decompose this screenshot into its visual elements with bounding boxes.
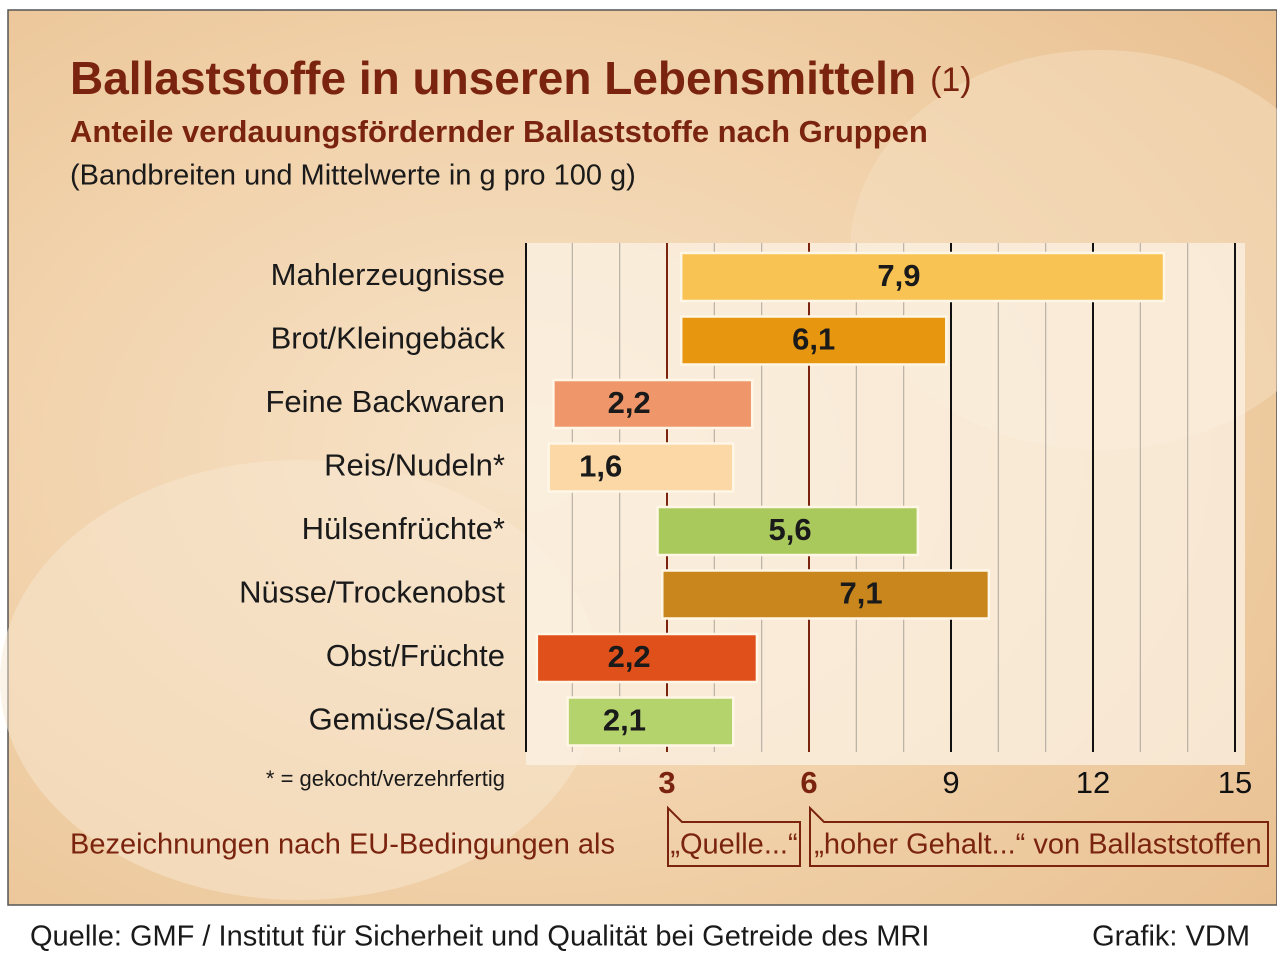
value-label: 1,6: [579, 449, 622, 484]
subtitle: Anteile verdauungsfördernder Ballaststof…: [70, 114, 928, 149]
credit: Grafik: VDM: [1092, 921, 1250, 953]
range-bar: [535, 632, 759, 684]
eu-source-label: „Quelle...“: [670, 829, 797, 861]
value-label: 2,1: [603, 703, 646, 738]
value-label: 6,1: [792, 322, 835, 357]
category-label: Hülsenfrüchte*: [302, 511, 505, 546]
value-label: 7,9: [877, 258, 920, 293]
category-label: Feine Backwaren: [265, 384, 505, 419]
x-tick-label: 3: [658, 765, 675, 800]
value-label: 7,1: [840, 576, 883, 611]
range-bar: [552, 378, 754, 430]
category-label: Obst/Früchte: [326, 638, 505, 673]
value-label: 2,2: [608, 385, 651, 420]
range-bar: [679, 251, 1166, 303]
range-bar: [679, 315, 948, 366]
eu-high-label: „hoher Gehalt...“ von Ballaststoffen: [814, 829, 1262, 861]
value-label: 2,2: [608, 639, 651, 674]
unit-note: (Bandbreiten und Mittelwerte in g pro 10…: [70, 160, 636, 192]
category-label: Mahlerzeugnisse: [271, 257, 505, 292]
eu-bracket: [809, 805, 1269, 867]
title-note: (1): [930, 61, 972, 99]
x-tick-label: 6: [800, 765, 817, 800]
x-tick-label: 9: [942, 765, 959, 800]
eu-label: Bezeichnungen nach EU-Bedingungen als: [70, 829, 615, 861]
eu-bracket: [667, 805, 801, 867]
value-label: 5,6: [769, 512, 812, 547]
deco: [0, 460, 600, 900]
source: Quelle: GMF / Institut für Sicherheit un…: [30, 921, 929, 953]
range-bar: [566, 696, 735, 747]
category-label: Reis/Nudeln*: [324, 448, 505, 483]
range-bar: [661, 569, 991, 620]
x-tick-label: 12: [1076, 765, 1110, 800]
chart-title: Ballaststoffe in unseren Lebensmitteln (1…: [70, 52, 972, 104]
footnote: * = gekocht/verzehrfertig: [266, 766, 505, 791]
category-label: Nüsse/Trockenobst: [239, 575, 505, 610]
x-tick-label: 15: [1218, 765, 1252, 800]
category-label: Brot/Kleingebäck: [271, 321, 506, 356]
range-bar: [656, 505, 920, 557]
range-bar: [547, 442, 735, 493]
category-label: Gemüse/Salat: [309, 702, 506, 737]
title-text: Ballaststoffe in unseren Lebensmitteln: [70, 52, 916, 104]
